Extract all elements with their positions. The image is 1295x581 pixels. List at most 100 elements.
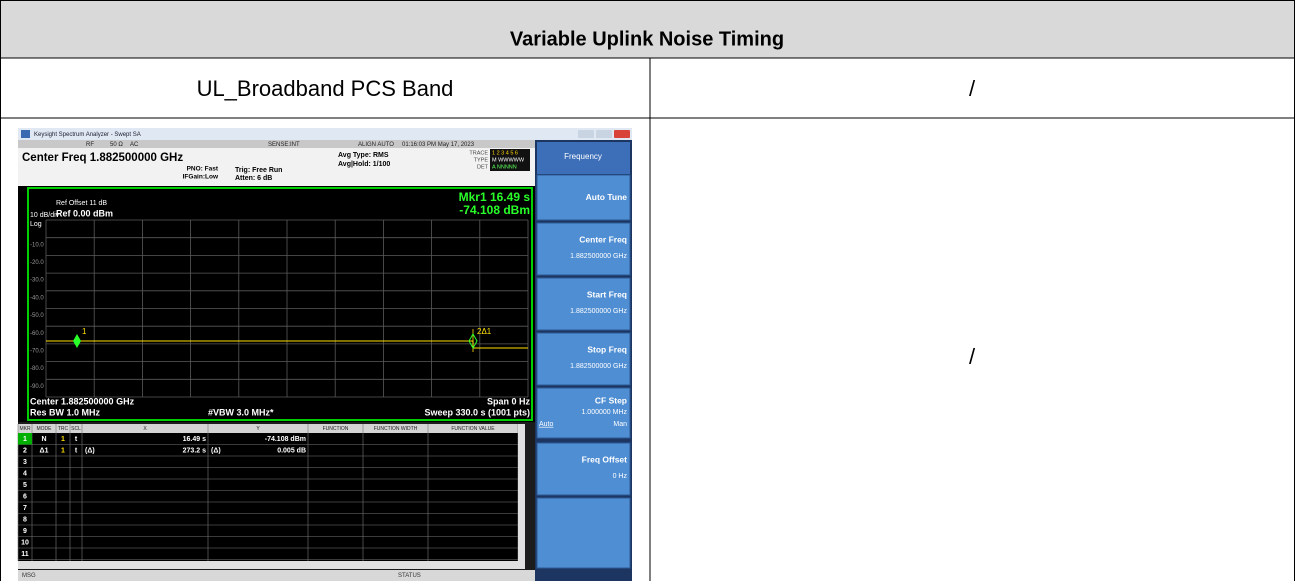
label: TRACE xyxy=(469,150,488,156)
title-bar xyxy=(18,128,632,140)
marker-2 xyxy=(468,332,478,350)
label: Δ1 xyxy=(40,448,49,455)
label: 10 xyxy=(21,540,29,547)
y-axis-label: -70.0 xyxy=(30,348,44,354)
label: 7 xyxy=(23,505,27,512)
label: Span 0 Hz xyxy=(487,396,531,406)
y-axis-label: -40.0 xyxy=(30,295,44,301)
app-icon xyxy=(21,130,30,138)
label: (Δ) xyxy=(211,448,221,455)
label: 6 xyxy=(23,494,27,501)
label: -74.108 dBm xyxy=(265,436,306,443)
label: AC xyxy=(130,142,139,148)
label: Center 1.882500000 GHz xyxy=(30,396,135,406)
label: Sweep 330.0 s (1001 pts) xyxy=(424,407,530,417)
label: Center Freq 1.882500000 GHz xyxy=(22,152,183,164)
label: Freq Offset xyxy=(582,454,628,464)
label: DET xyxy=(477,164,489,170)
softkey xyxy=(536,174,631,221)
label: Stop Freq xyxy=(587,344,627,354)
window-button xyxy=(614,130,630,138)
screenshot: Keysight Spectrum Analyzer - Swept SA RF 5… xyxy=(17,128,632,581)
label: N xyxy=(41,436,46,443)
window-button xyxy=(596,130,612,138)
label: Auto Tune xyxy=(586,192,628,202)
label: 0.005 dB xyxy=(277,448,306,455)
label: PNO: Fast xyxy=(187,166,219,173)
label: TYPE xyxy=(474,157,489,163)
graticule-bg xyxy=(18,186,535,422)
label: Avg Type: RMS xyxy=(338,152,389,159)
graticule-border xyxy=(27,187,533,421)
y-axis-label: -60.0 xyxy=(30,331,44,337)
column-header: SCL xyxy=(71,426,81,432)
label: (Δ) xyxy=(85,448,95,455)
label: #VBW 3.0 MHz* xyxy=(208,407,274,417)
label: Res BW 1.0 MHz xyxy=(30,407,101,417)
annotation-panel xyxy=(18,148,535,186)
label: Ref Offset 11 dB xyxy=(56,200,107,207)
label: 1.882500000 GHz xyxy=(570,308,627,315)
label: 50 Ω xyxy=(110,142,123,148)
label: M WWWWW xyxy=(492,157,525,163)
label: t xyxy=(75,448,78,455)
column-header: TRC xyxy=(58,426,69,432)
label: ALIGN AUTO xyxy=(358,142,394,148)
column-header: MKR xyxy=(19,426,31,432)
label: 16.49 s xyxy=(183,436,206,443)
column-header: FUNCTION VALUE xyxy=(451,426,495,432)
label: Man xyxy=(613,421,627,428)
y-axis-label: -20.0 xyxy=(30,260,44,266)
status-strip xyxy=(18,140,535,148)
window-button xyxy=(578,130,594,138)
label: 5 xyxy=(23,482,27,489)
label: 3 xyxy=(23,459,27,466)
label: IFGain:Low xyxy=(183,174,219,181)
label: 01:16:03 PM May 17, 2023 xyxy=(402,142,475,148)
softkey xyxy=(536,222,631,276)
menu-title xyxy=(537,142,630,174)
y-axis-label: -30.0 xyxy=(30,278,44,284)
label: t xyxy=(75,436,78,443)
y-axis-label: -80.0 xyxy=(30,366,44,372)
label: 4 xyxy=(23,471,27,478)
label: Start Freq xyxy=(587,289,627,299)
scrollbar xyxy=(518,424,525,561)
column-header: MODE xyxy=(37,426,53,432)
label: -74.108 dBm xyxy=(459,203,530,217)
label: 1.000000 MHz xyxy=(581,409,627,416)
label: Ref 0.00 dBm xyxy=(56,208,113,218)
label: Log xyxy=(30,221,42,228)
label: 8 xyxy=(23,517,27,524)
marker-1 xyxy=(73,334,81,348)
label: 273.2 s xyxy=(183,448,206,455)
label: Avg|Hold: 1/100 xyxy=(338,161,390,168)
label: 1 xyxy=(61,436,65,443)
marker-label: 2Δ1 xyxy=(477,327,492,336)
title-cell xyxy=(0,0,1295,58)
softkey xyxy=(536,442,631,496)
label: 10 dB/div xyxy=(30,212,60,219)
y-axis-label: -50.0 xyxy=(30,313,44,319)
label: 9 xyxy=(23,528,27,535)
cell-text: / xyxy=(969,344,976,369)
label: 1 xyxy=(23,436,27,443)
column-header: Y xyxy=(256,426,260,432)
column-header: FUNCTION xyxy=(323,426,349,432)
label: RF xyxy=(86,142,94,148)
label: A NNNNN xyxy=(492,164,517,170)
label: 0 Hz xyxy=(613,473,628,480)
label: 2 xyxy=(23,448,27,455)
softkey xyxy=(536,387,631,439)
label: SENSE:INT xyxy=(268,142,300,148)
message-bar xyxy=(18,570,535,581)
label: MSG xyxy=(22,573,36,579)
softkey xyxy=(536,277,631,331)
h-scrollbar xyxy=(18,561,525,569)
active-marker-cell xyxy=(18,433,32,445)
marker-table-bg xyxy=(18,424,525,561)
label: 1 xyxy=(61,448,65,455)
label: STATUS xyxy=(398,573,421,579)
trace-box xyxy=(490,149,530,171)
